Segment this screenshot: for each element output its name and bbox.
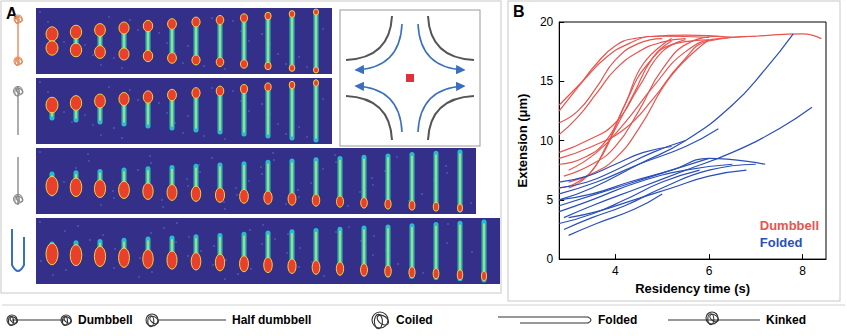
svg-text:15: 15: [540, 74, 554, 88]
svg-text:A: A: [6, 5, 18, 22]
svg-text:8: 8: [799, 264, 806, 278]
svg-text:Extension (μm): Extension (μm): [515, 94, 530, 188]
svg-text:20: 20: [540, 15, 554, 29]
svg-text:5: 5: [547, 193, 554, 207]
svg-text:Kinked: Kinked: [766, 313, 806, 327]
svg-text:Residency time (s): Residency time (s): [635, 281, 750, 296]
svg-text:4: 4: [612, 264, 619, 278]
svg-text:0: 0: [547, 252, 554, 266]
svg-text:Coiled: Coiled: [396, 313, 433, 327]
svg-text:Folded: Folded: [760, 235, 803, 250]
svg-text:Half dumbbell: Half dumbbell: [232, 313, 311, 327]
svg-text:Folded: Folded: [598, 313, 637, 327]
svg-text:Dumbbell: Dumbbell: [78, 313, 133, 327]
svg-text:B: B: [513, 3, 525, 20]
svg-text:6: 6: [706, 264, 713, 278]
svg-text:Dumbbell: Dumbbell: [760, 218, 819, 233]
svg-text:10: 10: [540, 134, 554, 148]
